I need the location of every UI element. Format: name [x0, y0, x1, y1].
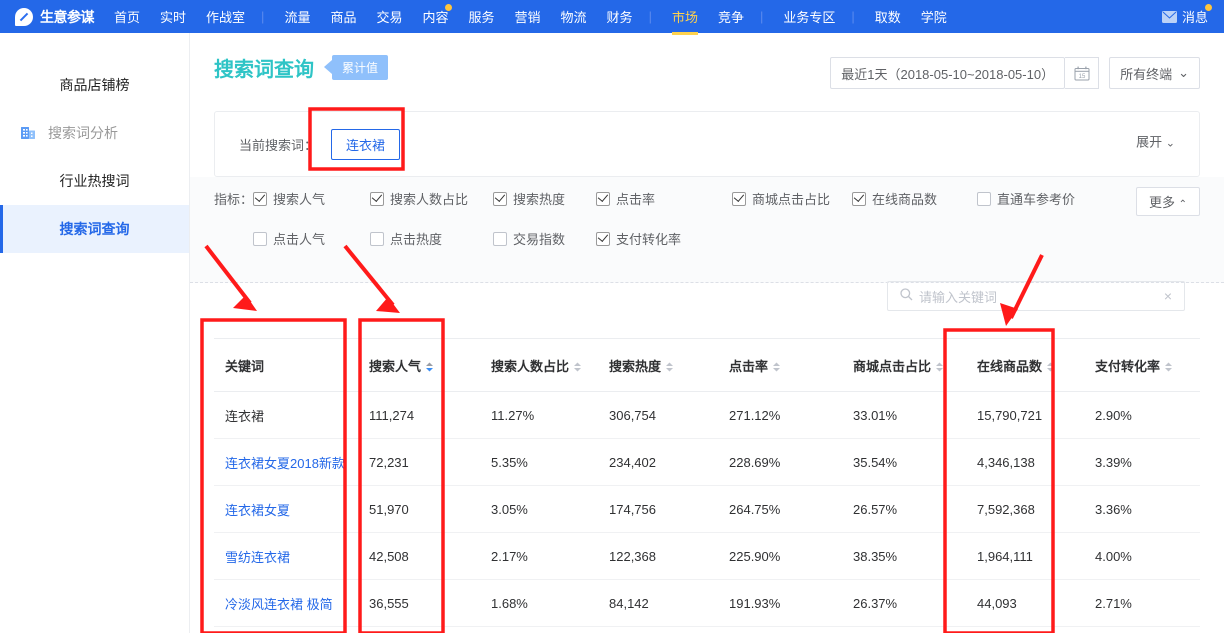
svg-text:15: 15	[1078, 74, 1085, 80]
